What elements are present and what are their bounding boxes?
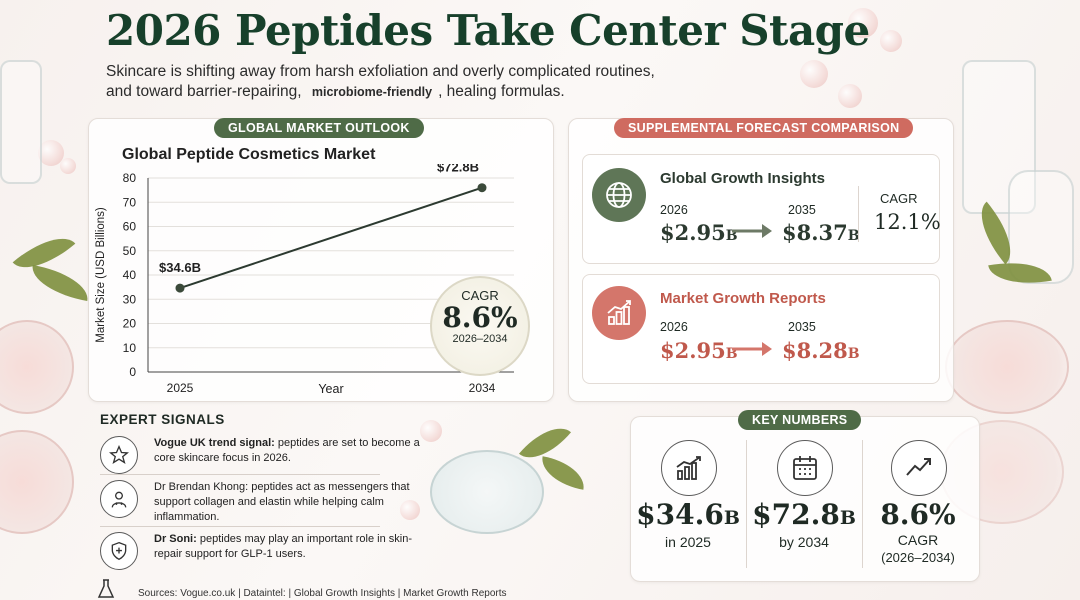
expert-signal-text: Dr Soni: peptides may play an important … [154,533,412,560]
forecast-to-year: 2035 [788,320,816,334]
y-tick-label: 50 [123,244,137,258]
x-tick-label: 2034 [469,381,496,395]
forecast-from-value: $2.95B [660,338,738,363]
key-number-caption: by 2034 [779,534,829,550]
key-number-value: $72.8B [752,498,856,531]
calendar-icon [777,440,833,496]
key-number-value: 8.6% [880,498,956,531]
key-numbers-pill: KEY NUMBERS [738,410,862,430]
card-divider [858,186,859,242]
forecast-card-market-growth [582,274,940,384]
series-line [179,186,483,290]
sources-line: Sources: Vogue.co.uk | Dataintel: | Glob… [138,588,507,599]
subtitle-highlight: microbiome-friendly [311,85,433,99]
expert-signal-text: Dr Brendan Khong: peptides act as messen… [154,481,410,523]
chart-title: Global Peptide Cosmetics Market [122,146,376,163]
cagr-badge-label: CAGR [461,288,499,303]
expert-signal-text: Vogue UK trend signal: peptides are set … [154,437,420,464]
y-tick-label: 10 [123,341,137,355]
x-tick-label: 2025 [167,381,194,395]
data-point [477,183,487,193]
y-axis-title: Market Size (USD Billions) [95,207,107,343]
divider [862,440,863,568]
y-tick-label: 80 [123,171,137,185]
forecast-cagr-value: 12.1% [874,210,941,234]
expert-signals-heading: EXPERT SIGNALS [100,412,225,427]
key-number-caption: CAGR (2026–2034) [881,532,955,565]
cagr-badge-value: 8.6% [442,301,518,334]
y-tick-label: 40 [123,268,137,282]
arrow-right-icon [732,342,772,356]
globe-icon [592,168,646,222]
forecast-from-year: 2026 [660,320,688,334]
divider [100,526,380,527]
page-title: 2026 Peptides Take Center Stage [106,6,870,55]
key-number-caption: in 2025 [665,534,711,550]
subtitle-text-end: , healing formulas. [438,83,565,100]
forecast-card-title: Global Growth Insights [660,170,825,187]
forecast-to-value: $8.28B [782,338,860,363]
bar-growth-icon [592,286,646,340]
forecast-pill: SUPPLEMENTAL FORECAST COMPARISON [614,118,914,138]
forecast-cagr-label: CAGR [880,191,918,206]
x-axis-title: Year [318,382,343,396]
doctor-icon [100,480,138,518]
trend-bars-icon [661,440,717,496]
forecast-to-year: 2035 [788,203,816,217]
page-subtitle: Skincare is shifting away from harsh exf… [106,62,666,102]
star-icon [100,436,138,474]
data-label: $72.8B [437,164,479,175]
y-tick-label: 30 [123,292,137,306]
forecast-card-title: Market Growth Reports [660,290,826,307]
shield-icon [100,532,138,570]
key-number-value: $34.6B [636,498,740,531]
cagr-badge-range: 2026–2034 [452,333,508,345]
arrow-right-icon [732,224,772,238]
divider [100,474,380,475]
y-tick-label: 60 [123,220,137,234]
data-point [175,283,185,293]
forecast-from-year: 2026 [660,203,688,217]
data-label: $34.6B [159,260,201,275]
market-line-chart: 0 10 20 30 40 50 60 70 80 2025 2034 Year Market Size… [95,164,514,396]
y-tick-label: 70 [123,195,137,209]
forecast-to-value: $8.37B [782,220,860,245]
subtitle-text: Skincare is shifting away from harsh exf… [106,63,655,100]
flask-icon [97,579,115,598]
market-outlook-pill: GLOBAL MARKET OUTLOOK [214,118,424,138]
trend-arrow-icon [891,440,947,496]
y-tick-label: 20 [123,317,137,331]
y-tick-label: 0 [129,365,136,379]
divider [746,440,747,568]
forecast-from-value: $2.95B [660,220,738,245]
cagr-badge: CAGR 8.6% 2026–2034 [430,276,530,376]
